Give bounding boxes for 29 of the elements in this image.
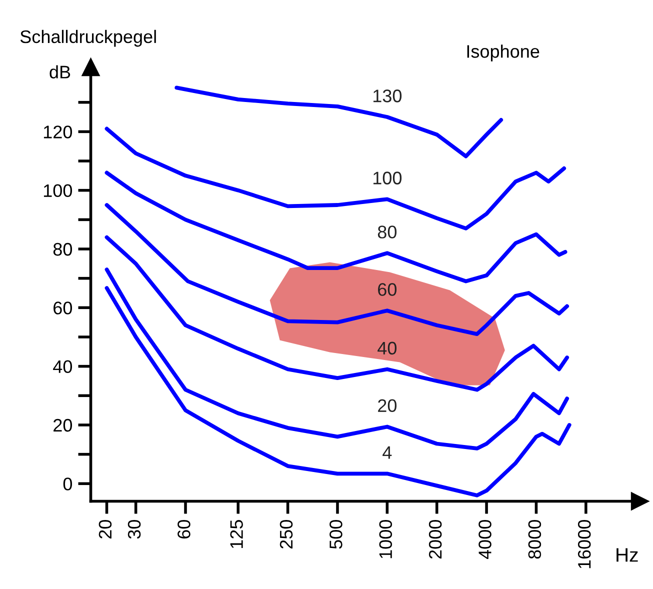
x-tick-label: 2000 [428, 520, 442, 559]
series-label: 20 [378, 399, 397, 412]
x-tick-label: 30 [128, 520, 141, 539]
x-tick-label: 4000 [478, 520, 492, 560]
x-tick-label: 8000 [528, 520, 542, 559]
text: dB [50, 65, 70, 78]
series-label: 40 [378, 342, 397, 355]
series-label: 60 [378, 283, 397, 296]
x-tick-label: 500 [330, 520, 342, 549]
series-label: 130 [373, 90, 402, 102]
x-axis-title: Hz [616, 548, 638, 562]
chart-title: Isophone [467, 44, 540, 62]
y-tick-label: 80 [53, 242, 72, 256]
x-tick-label: 125 [230, 520, 243, 548]
series-label: 80 [378, 226, 397, 238]
y-tick-label: 100 [44, 184, 72, 198]
x-tick-label: 16000 [578, 520, 591, 568]
series-label: 100 [373, 172, 402, 184]
y-tick-label: 20 [54, 418, 72, 432]
x-tick-label: 60 [178, 520, 190, 538]
x-tick-label: 250 [280, 520, 293, 549]
y-tick-label: 60 [54, 302, 72, 314]
series-label: 4 [382, 446, 392, 459]
y-tick-label: 40 [53, 360, 72, 374]
y-tick-label: 0 [63, 478, 72, 490]
x-tick-label: 20 [98, 520, 112, 538]
y-tick-label: 120 [44, 126, 72, 138]
x-tick-label: 1000 [379, 520, 392, 558]
y-axis-title: Schalldruckpegel [20, 30, 156, 47]
